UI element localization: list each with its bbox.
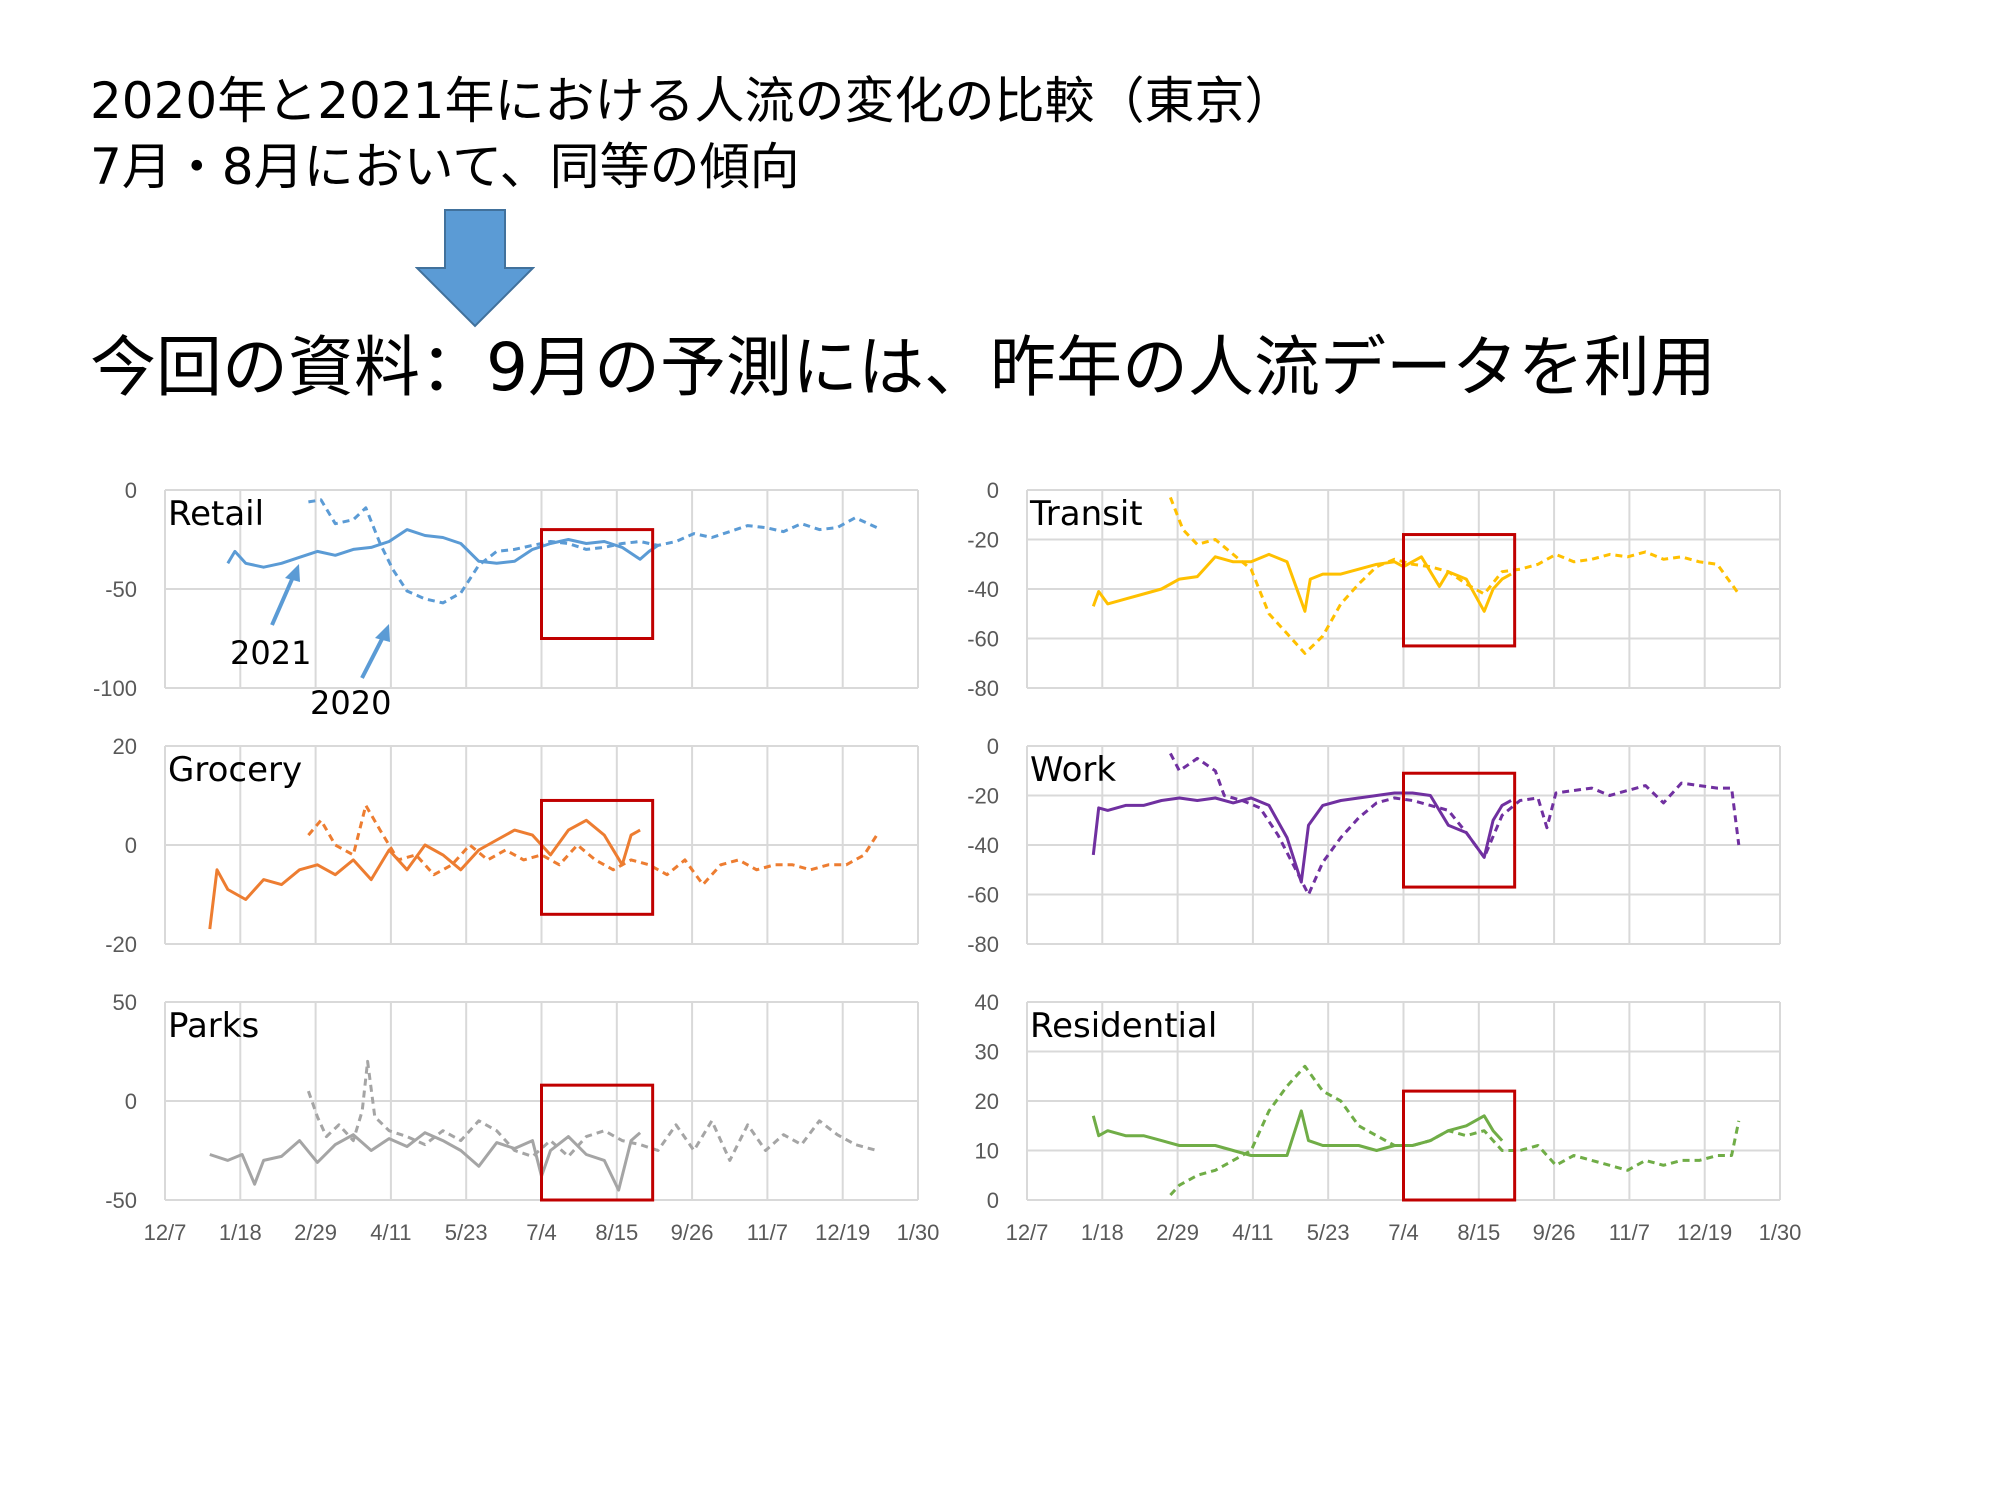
y-tick-label: 0 xyxy=(987,734,999,759)
x-tick-label: 2/29 xyxy=(294,1220,337,1245)
x-tick-label: 4/11 xyxy=(1232,1220,1273,1245)
y-tick-label: 0 xyxy=(987,478,999,503)
panel-label-grocery: Grocery xyxy=(168,750,302,790)
series-work-2021 xyxy=(1091,791,1512,884)
highlight-box-work xyxy=(1402,771,1517,889)
x-tick-label: 9/26 xyxy=(671,1220,714,1245)
y-tick-label: -60 xyxy=(967,883,999,908)
x-tick-label: 9/26 xyxy=(1533,1220,1576,1245)
series-transit-2020 xyxy=(1169,496,1741,655)
arrow-2020 xyxy=(360,636,385,679)
slide-conclusion: 今回の資料：9月の予測には、昨年の人流データを利用 xyxy=(90,329,1716,406)
y-tick-label: -100 xyxy=(93,676,137,701)
label-2021: 2021 xyxy=(230,634,311,672)
y-tick-label: -20 xyxy=(967,784,999,809)
x-tick-label: 1/18 xyxy=(219,1220,262,1245)
panel-label-work: Work xyxy=(1030,750,1116,790)
x-tick-label: 11/7 xyxy=(1609,1220,1650,1245)
y-tick-label: 0 xyxy=(125,478,137,503)
y-tick-label: 0 xyxy=(125,1089,137,1114)
retail-annotations: 2021 2020 xyxy=(230,564,391,722)
y-tick-label: 10 xyxy=(975,1139,999,1164)
x-tick-label: 7/4 xyxy=(1388,1220,1419,1245)
x-tick-label: 7/4 xyxy=(526,1220,557,1245)
chart-transit: 0 -20 -40 -60 -80 Transit xyxy=(967,478,1781,701)
y-tick-label: -60 xyxy=(967,627,999,652)
highlight-box-grocery xyxy=(540,798,655,916)
y-tick-label: 20 xyxy=(975,1089,999,1114)
series-grocery-2021 xyxy=(208,818,641,930)
y-tick-label: 50 xyxy=(113,990,137,1015)
y-tick-label: -50 xyxy=(105,577,137,602)
highlight-box-residential xyxy=(1402,1089,1517,1202)
y-tick-label: 0 xyxy=(987,1188,999,1213)
x-tick-label: 11/7 xyxy=(747,1220,788,1245)
y-tick-label: -20 xyxy=(105,932,137,957)
down-arrow-icon xyxy=(415,209,535,328)
x-tick-label: 1/30 xyxy=(897,1220,940,1245)
y-tick-label: -20 xyxy=(967,528,999,553)
series-residential-2020 xyxy=(1169,1064,1741,1197)
arrow-2021 xyxy=(270,576,295,626)
panel-label-transit: Transit xyxy=(1029,494,1143,534)
series-retail-2021 xyxy=(226,528,659,569)
x-tick-label: 12/19 xyxy=(1677,1220,1732,1245)
y-tick-label: 40 xyxy=(975,990,999,1015)
y-tick-label: -80 xyxy=(967,676,999,701)
x-tick-label: 4/11 xyxy=(370,1220,411,1245)
x-tick-label: 12/19 xyxy=(815,1220,870,1245)
x-tick-label: 8/15 xyxy=(1457,1220,1500,1245)
x-tick-label: 12/7 xyxy=(1006,1220,1049,1245)
chart-work: 0 -20 -40 -60 -80 Work xyxy=(967,734,1781,957)
series-parks-2021 xyxy=(209,1131,642,1192)
y-tick-label: -40 xyxy=(967,577,999,602)
highlight-box-parks xyxy=(540,1083,655,1202)
panel-label-parks: Parks xyxy=(168,1006,259,1046)
series-work-2020 xyxy=(1169,752,1741,896)
y-tick-label: -50 xyxy=(105,1188,137,1213)
x-tick-label: 1/18 xyxy=(1081,1220,1124,1245)
arrow-2020-head xyxy=(375,624,390,642)
y-tick-label: 20 xyxy=(113,734,137,759)
y-tick-label: 0 xyxy=(125,833,137,858)
x-tick-label: 1/30 xyxy=(1759,1220,1802,1245)
y-tick-label: -40 xyxy=(967,833,999,858)
chart-parks: 50 0 -50 12/7 1/18 2/29 4/11 5/23 7/4 8/15 9/26 11/… xyxy=(105,990,939,1245)
panel-label-retail: Retail xyxy=(168,494,264,534)
series-parks-2020 xyxy=(306,1059,878,1162)
arrow-2021-head xyxy=(285,564,300,582)
series-transit-2021 xyxy=(1091,552,1512,613)
slide-title-line1: 2020年と2021年における人流の変化の比較（東京） xyxy=(90,72,1295,130)
chart-retail: 0 -50 -100 Retail xyxy=(93,478,919,701)
x-tick-label: 5/23 xyxy=(445,1220,488,1245)
series-retail-2020 xyxy=(308,498,878,605)
highlight-box-transit xyxy=(1402,533,1517,648)
label-2020: 2020 xyxy=(310,684,391,722)
y-tick-label: 30 xyxy=(975,1040,999,1065)
highlight-box-retail xyxy=(540,528,655,640)
x-tick-label: 8/15 xyxy=(595,1220,638,1245)
x-tick-label: 12/7 xyxy=(144,1220,187,1245)
y-tick-label: -80 xyxy=(967,932,999,957)
chart-residential: 40 30 20 10 0 12/7 1/18 2/29 4/11 5/23 7/4 8/15 9/26… xyxy=(975,990,1802,1245)
x-tick-label: 2/29 xyxy=(1156,1220,1199,1245)
chart-grocery: 20 0 -20 Grocery xyxy=(105,734,919,957)
panel-label-residential: Residential xyxy=(1030,1006,1217,1046)
slide-title-line2: 7月・8月において、同等の傾向 xyxy=(90,138,800,196)
x-tick-label: 5/23 xyxy=(1307,1220,1350,1245)
